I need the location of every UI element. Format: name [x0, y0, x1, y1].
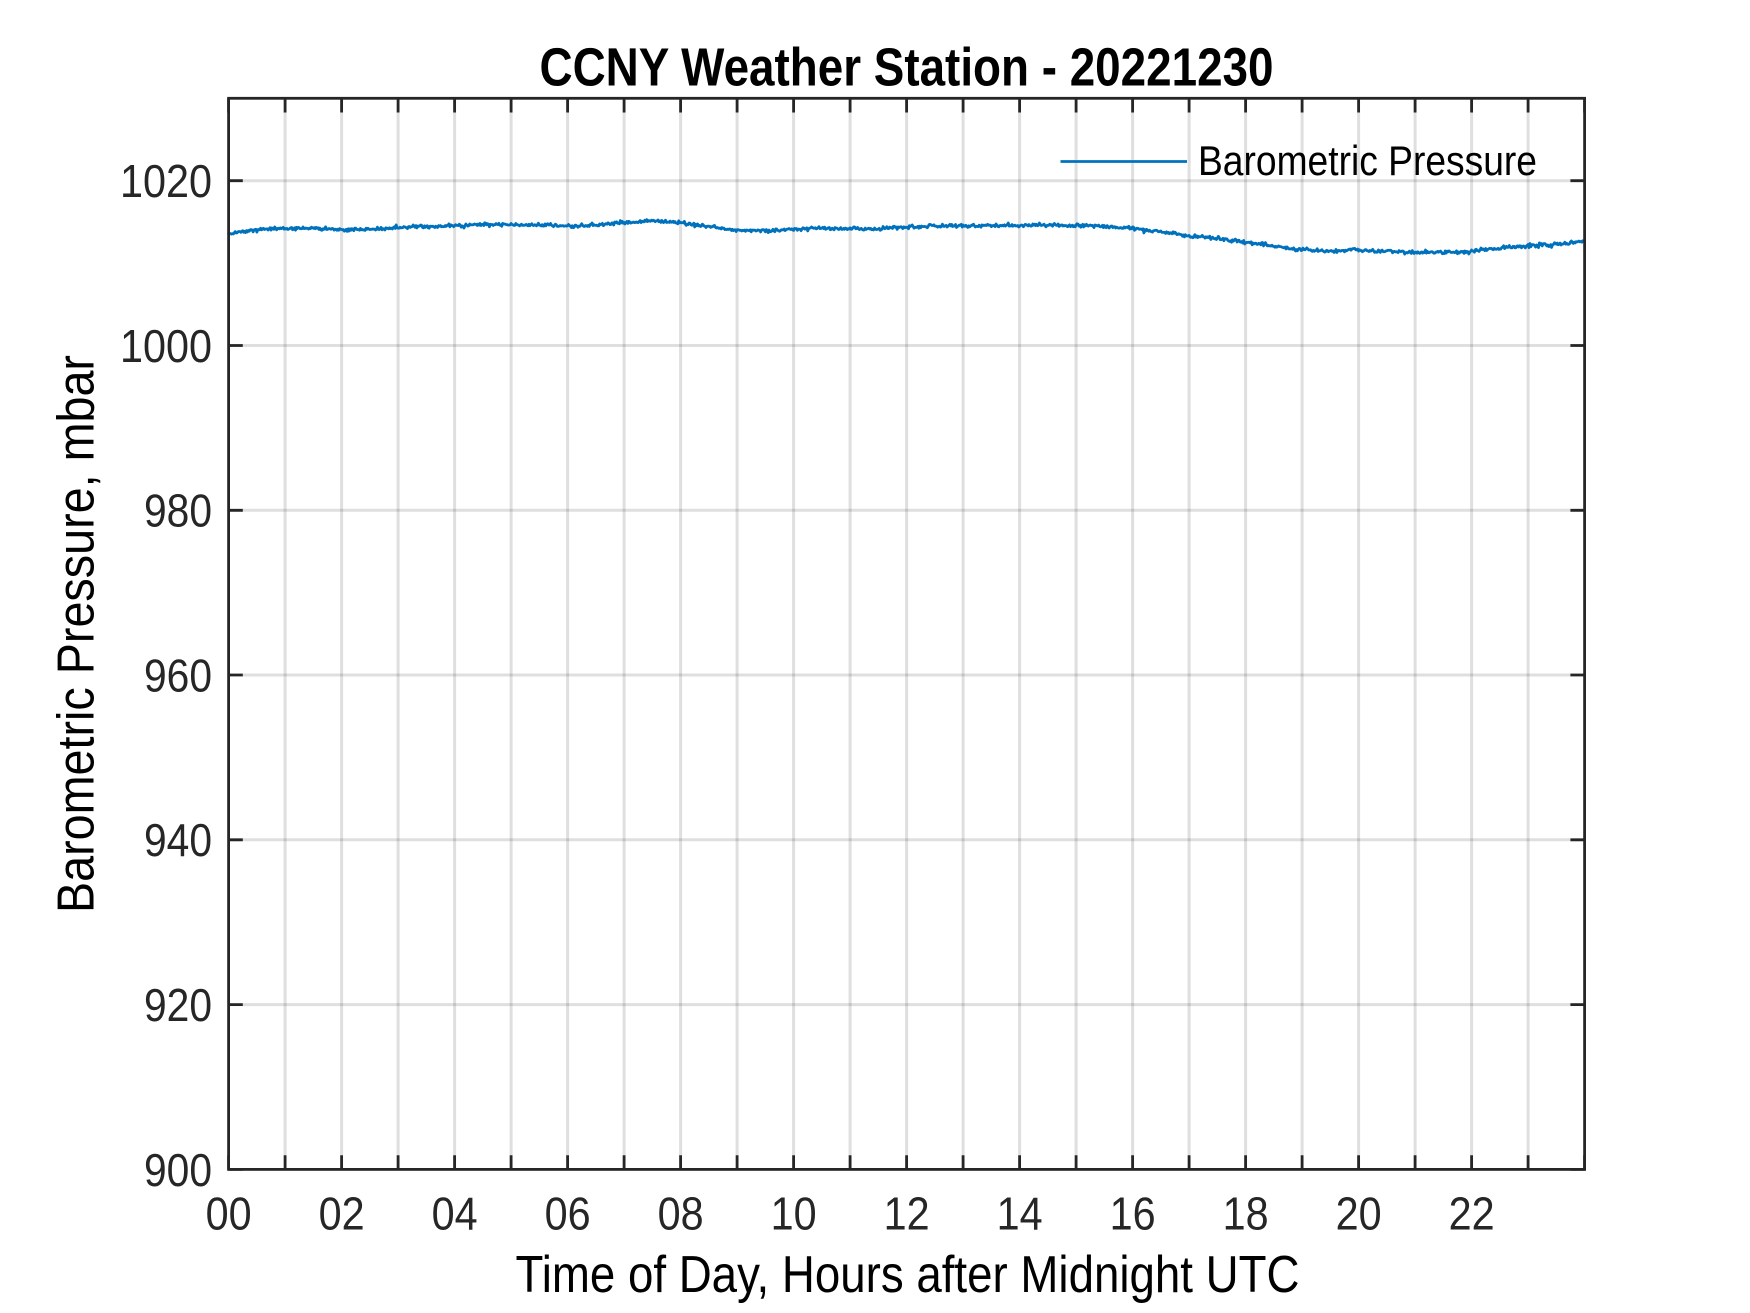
svg-text:06: 06	[545, 1187, 591, 1239]
svg-text:12: 12	[884, 1187, 930, 1239]
svg-text:980: 980	[144, 485, 212, 537]
svg-text:16: 16	[1110, 1187, 1156, 1239]
svg-text:Barometric Pressure, mbar: Barometric Pressure, mbar	[48, 355, 106, 913]
svg-text:22: 22	[1449, 1187, 1495, 1239]
svg-text:1020: 1020	[120, 155, 212, 207]
svg-text:02: 02	[319, 1187, 365, 1239]
svg-text:960: 960	[144, 649, 212, 701]
svg-text:Time of Day, Hours after Midni: Time of Day, Hours after Midnight UTC	[516, 1246, 1300, 1304]
svg-text:10: 10	[771, 1187, 817, 1239]
svg-text:920: 920	[144, 979, 212, 1031]
svg-text:00: 00	[206, 1187, 252, 1239]
svg-text:CCNY Weather Station - 2022123: CCNY Weather Station - 20221230	[540, 38, 1274, 98]
svg-text:900: 900	[144, 1144, 212, 1196]
svg-text:1000: 1000	[120, 320, 212, 372]
svg-text:18: 18	[1223, 1187, 1269, 1239]
svg-text:08: 08	[658, 1187, 704, 1239]
svg-text:20: 20	[1336, 1187, 1382, 1239]
svg-text:Barometric Pressure: Barometric Pressure	[1198, 137, 1537, 184]
svg-text:04: 04	[432, 1187, 478, 1239]
svg-text:14: 14	[997, 1187, 1043, 1239]
svg-text:940: 940	[144, 814, 212, 866]
